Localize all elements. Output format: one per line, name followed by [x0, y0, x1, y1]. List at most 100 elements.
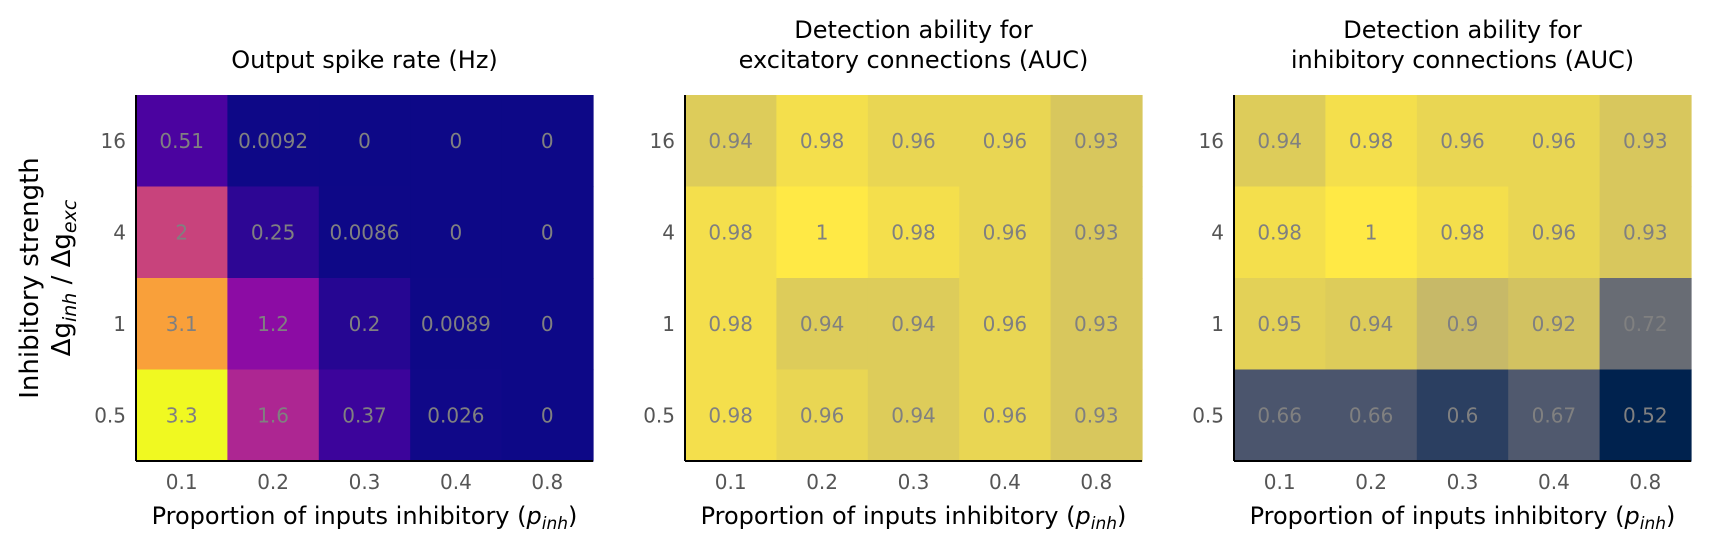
- heatmap-panel-1: 0.51 0.0092 0 0 02 0.25 0.0086 0 03.1 1.2 0.2 0.008…: [94, 46, 594, 534]
- heatmap-cell: [1325, 186, 1418, 279]
- cell-value-label: 0.93: [1074, 220, 1119, 244]
- cell-value-label: 0: [541, 403, 554, 427]
- heatmap-cell: [410, 369, 503, 462]
- heatmap-cell: [1508, 186, 1601, 279]
- heatmap-cell: [1508, 369, 1601, 462]
- cell-value-label: 0: [541, 312, 554, 336]
- cell-value-label: 0.98: [891, 220, 936, 244]
- heatmap-cell: [867, 278, 960, 371]
- cell-value-label: 0.2: [349, 312, 381, 336]
- heatmap-cell: [501, 95, 594, 188]
- cell-value-label: 0.94: [708, 129, 753, 153]
- cell-value-label: 0.94: [800, 312, 845, 336]
- cell-value-label: 0.96: [983, 403, 1028, 427]
- y-axis-label-line1: Inhibitory strength: [15, 157, 45, 399]
- cell-value-label: 0.9: [1447, 312, 1479, 336]
- cell-value-label: 0.94: [891, 312, 936, 336]
- heatmap-cell: [501, 278, 594, 371]
- heatmap-cell: [318, 369, 411, 462]
- cell-value-label: 0.66: [1257, 403, 1302, 427]
- heatmap-cell: [867, 95, 960, 188]
- cell-value-label: 2: [175, 220, 188, 244]
- x-tick-label: 0.4: [989, 470, 1021, 494]
- cell-value-label: 0.96: [1532, 129, 1577, 153]
- cell-value-label: 0.98: [708, 220, 753, 244]
- y-tick-label: 16: [101, 129, 126, 153]
- cell-value-label: 0.96: [983, 220, 1028, 244]
- heatmap-cell: [1050, 278, 1143, 371]
- y-tick-label: 4: [662, 220, 675, 244]
- heatmap-cell: [1508, 95, 1601, 188]
- cell-value-label: 0.0089: [421, 312, 491, 336]
- cell-value-label: 0.67: [1532, 403, 1577, 427]
- heatmap-cell: [1234, 186, 1326, 279]
- cell-value-label: 0.93: [1623, 220, 1668, 244]
- heatmap-cell: [136, 95, 228, 188]
- y-tick-label: 16: [1199, 129, 1224, 153]
- heatmap-cell: [410, 95, 503, 188]
- x-axis-label: Proportion of inputs inhibitory (pinh): [1250, 502, 1676, 534]
- chart-title: Detection ability for: [1343, 16, 1582, 44]
- cell-value-label: 0.026: [427, 403, 484, 427]
- x-tick-label: 0.2: [1355, 470, 1387, 494]
- heatmap-cell: [136, 369, 228, 462]
- heatmap-cell: [1325, 369, 1418, 462]
- cell-value-label: 3.1: [166, 312, 198, 336]
- heatmap-cell: [1050, 95, 1143, 188]
- cell-value-label: 0.93: [1074, 403, 1119, 427]
- heatmap-cell: [776, 95, 869, 188]
- cell-value-label: 0.92: [1532, 312, 1577, 336]
- heatmap-cell: [685, 95, 777, 188]
- chart-title: Detection ability for: [794, 16, 1033, 44]
- heatmap-cell: [136, 186, 228, 279]
- cell-value-label: 1: [1365, 220, 1378, 244]
- y-tick-label: 1: [662, 312, 675, 336]
- heatmap-cell: [1416, 95, 1509, 188]
- heatmap-cell: [1325, 278, 1418, 371]
- cell-value-label: 0.94: [1257, 129, 1302, 153]
- cell-value-label: 1.6: [257, 403, 289, 427]
- x-tick-label: 0.8: [531, 470, 563, 494]
- y-tick-label: 1: [113, 312, 126, 336]
- heatmap-cell: [227, 278, 320, 371]
- cell-value-label: 0.98: [708, 403, 753, 427]
- heatmap-cell: [1416, 369, 1509, 462]
- heatmap-cell: [1599, 186, 1692, 279]
- y-tick-label: 1: [1211, 312, 1224, 336]
- heatmap-cell: [867, 369, 960, 462]
- heatmap-cell: [776, 278, 869, 371]
- heatmap-panel-2: 0.94 0.98 0.96 0.96 0.93 0.98 1 0.98 0.96 0.93 0.9…: [643, 16, 1143, 534]
- chart-title: inhibitory connections (AUC): [1291, 46, 1634, 74]
- cell-value-label: 0.6: [1447, 403, 1479, 427]
- x-tick-label: 0.1: [1264, 470, 1296, 494]
- x-tick-label: 0.4: [440, 470, 472, 494]
- chart-title: Output spike rate (Hz): [231, 46, 498, 74]
- cell-value-label: 0.96: [800, 403, 845, 427]
- cell-value-label: 0.37: [342, 403, 387, 427]
- x-axis-label: Proportion of inputs inhibitory (pinh): [152, 502, 578, 534]
- heatmap-cell: [501, 369, 594, 462]
- cell-value-label: 0.96: [1532, 220, 1577, 244]
- cell-value-label: 0.66: [1349, 403, 1394, 427]
- cell-value-label: 0: [358, 129, 371, 153]
- cell-value-label: 0.98: [1349, 129, 1394, 153]
- cell-value-label: 1.2: [257, 312, 289, 336]
- cell-value-label: 0.72: [1623, 312, 1668, 336]
- heatmap-cell: [410, 278, 503, 371]
- x-tick-label: 0.2: [806, 470, 838, 494]
- heatmap-cell: [685, 278, 777, 371]
- y-axis-label-line2: Δginh / Δgexc: [47, 199, 81, 356]
- cell-value-label: 0: [450, 220, 463, 244]
- cell-value-label: 0.94: [891, 403, 936, 427]
- cell-value-label: 0.93: [1623, 129, 1668, 153]
- cell-value-label: 0.98: [1257, 220, 1302, 244]
- heatmap-cell: [1599, 278, 1692, 371]
- heatmap-cell: [410, 186, 503, 279]
- heatmap-cell: [501, 186, 594, 279]
- heatmap-cell: [685, 186, 777, 279]
- heatmap-cell: [1050, 369, 1143, 462]
- heatmap-cell: [685, 369, 777, 462]
- heatmap-cell: [1234, 278, 1326, 371]
- cell-value-label: 0.93: [1074, 129, 1119, 153]
